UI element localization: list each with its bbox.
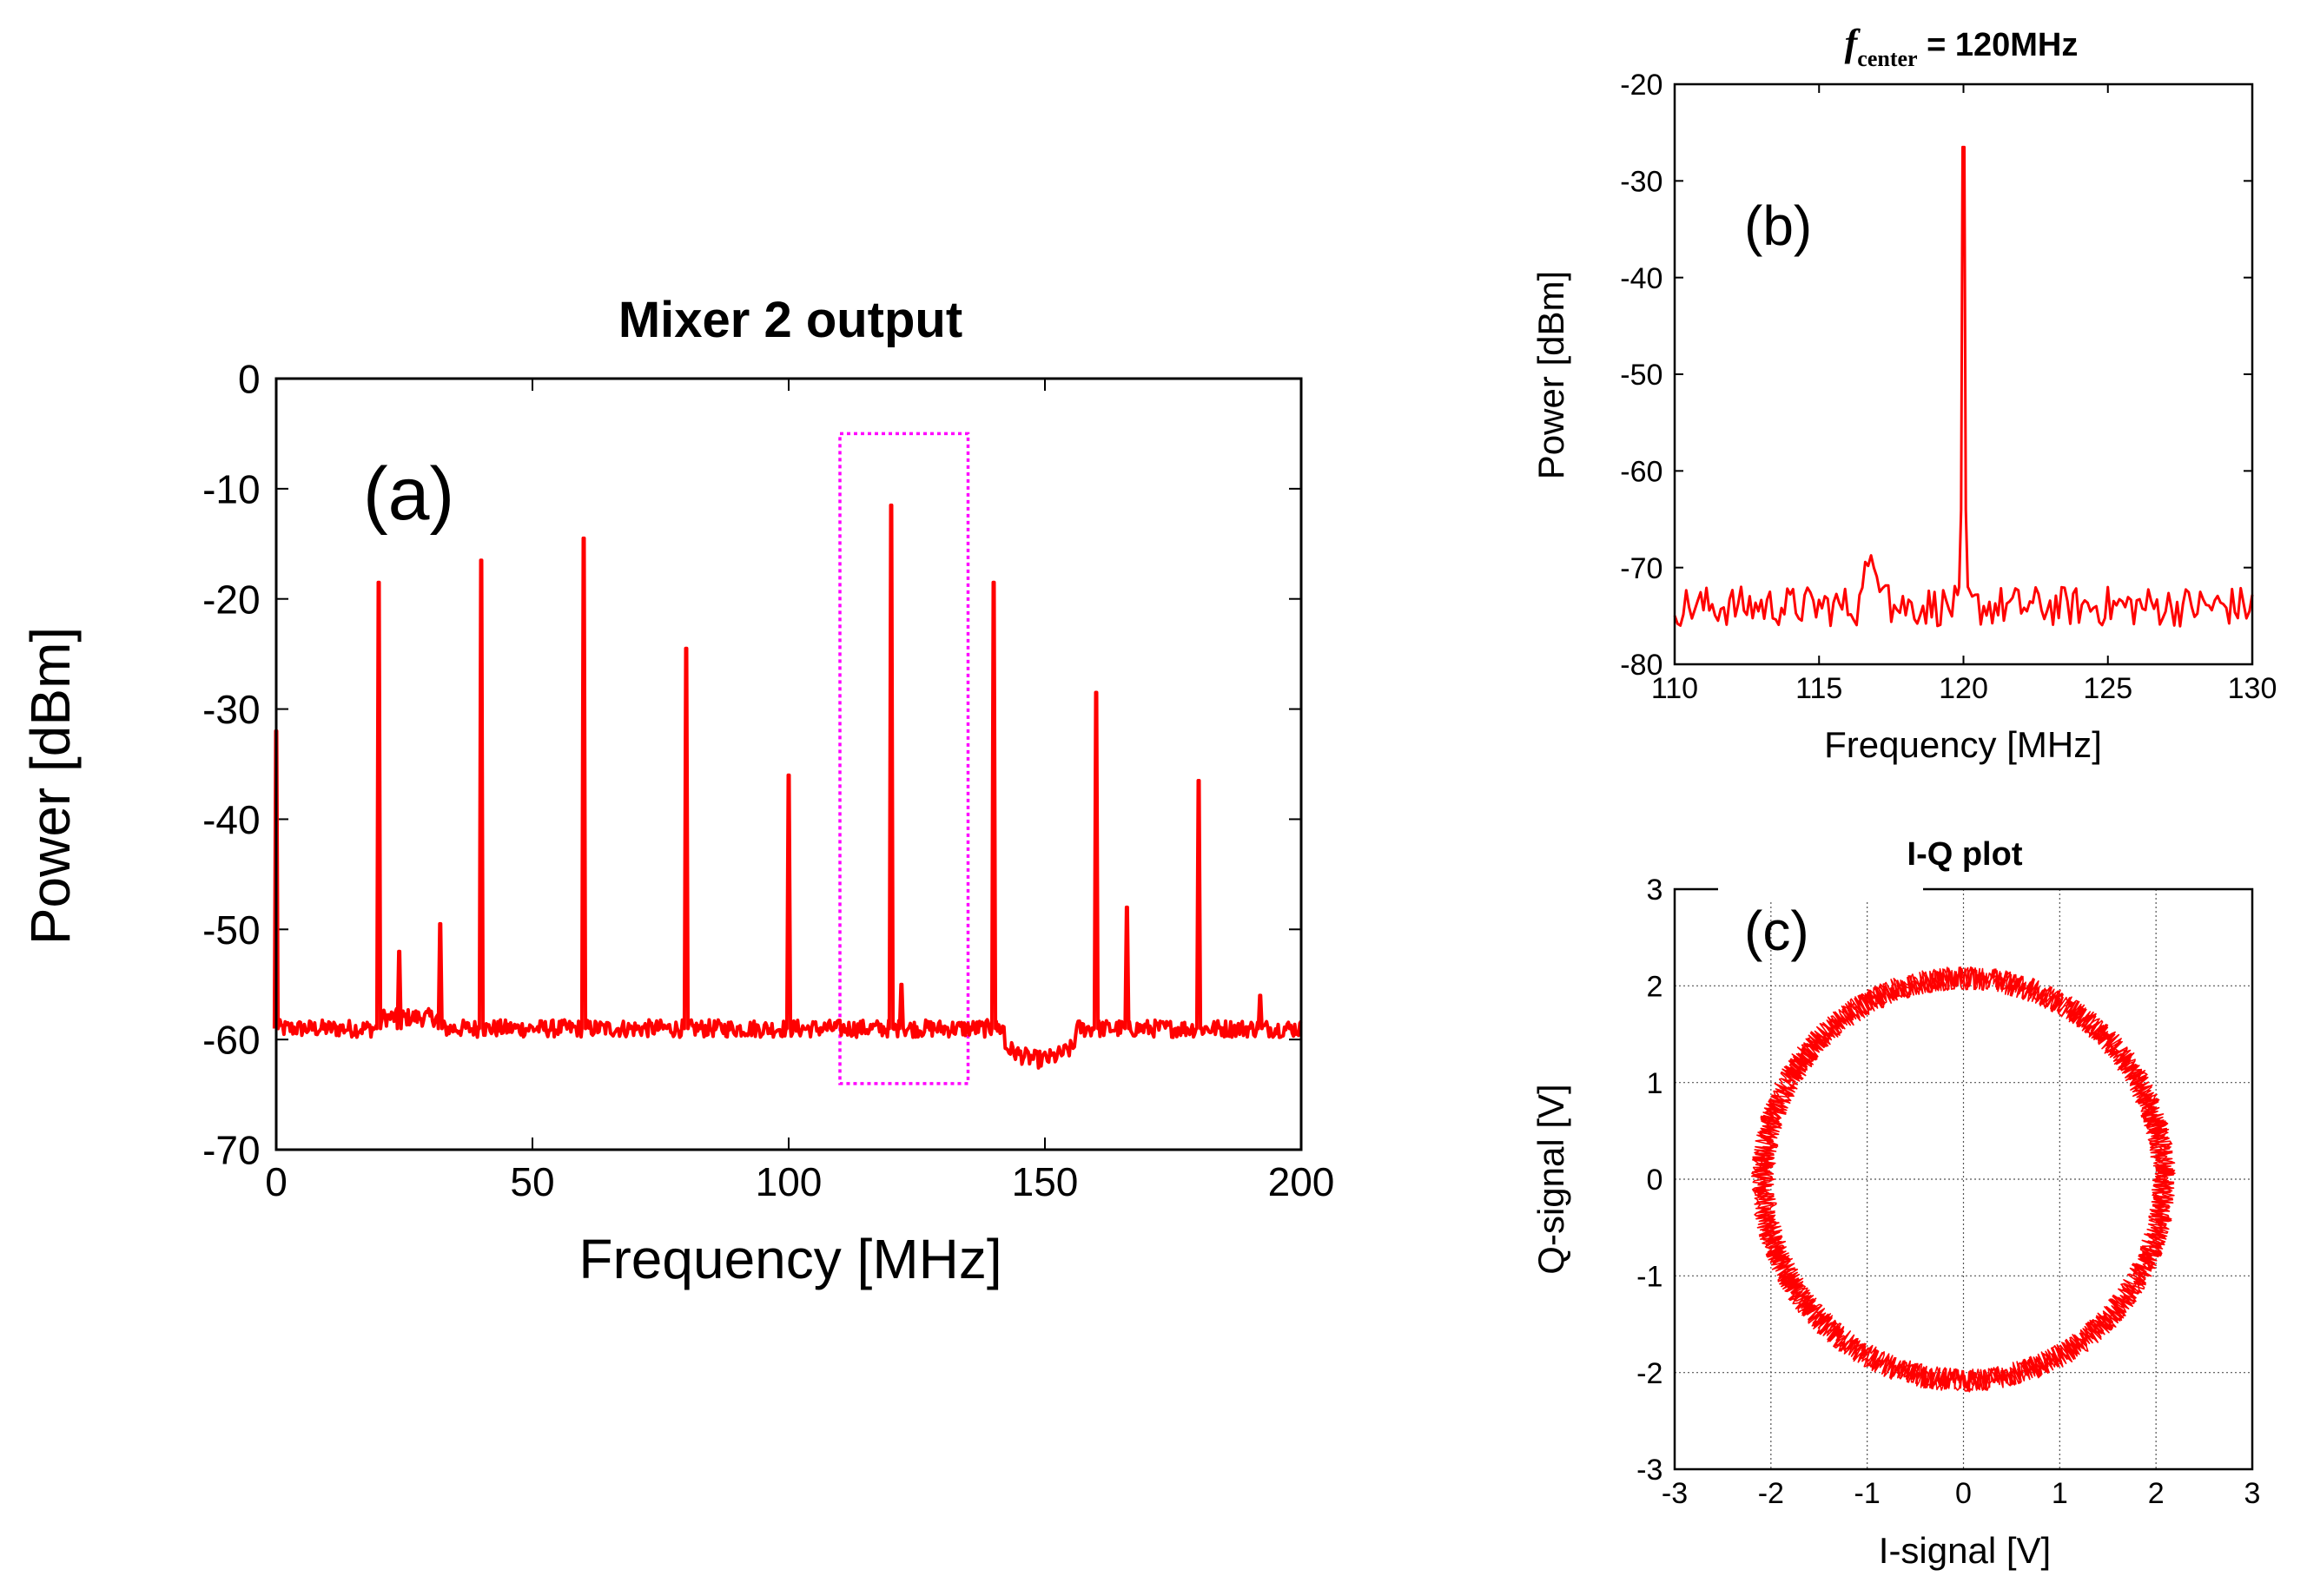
y-tick-label: -2: [1636, 1357, 1662, 1390]
panel-c-ticks: -3 -2 -1 0 1 2 3 3 2 1 0 -1 -2 -3: [1636, 874, 2260, 1510]
panel-a-label: (a): [363, 452, 454, 536]
y-tick-label: -50: [1620, 359, 1662, 392]
panel-a-ylabel: Power [dBm]: [19, 627, 82, 945]
x-tick-label: 120: [1939, 672, 1988, 705]
highlight-rect: [838, 432, 970, 1085]
x-tick-label: 110: [1651, 672, 1698, 705]
panel-a-highlight-box: [838, 432, 970, 1085]
x-tick-label: -1: [1854, 1477, 1881, 1510]
y-tick-label: -20: [1620, 69, 1662, 102]
x-tick-label: -3: [1662, 1477, 1688, 1510]
y-tick-label: -1: [1636, 1261, 1662, 1294]
x-tick-label: 3: [2244, 1477, 2261, 1510]
panel-a-xlabel: Frequency [MHz]: [578, 1228, 1001, 1290]
panel-c-xlabel: I-signal [V]: [1879, 1530, 2051, 1571]
panel-c-iq-trace: [1751, 966, 2176, 1393]
y-tick-label: -20: [202, 577, 260, 622]
panel-c-iq: I-Q plot -3 -2 -1 0 1 2 3 3 2 1 0 -1 -2 -3 (c) Q-sign…: [1530, 836, 2260, 1571]
panel-a-series-line: [272, 503, 1303, 1070]
panel-b-xlabel: Frequency [MHz]: [1824, 724, 2102, 765]
y-tick-label: -10: [202, 466, 260, 511]
panel-b-zoom: fcenter = 120MHz (b) Power [dBm] Frequen…: [1530, 22, 2277, 765]
panel-c-label: (c): [1744, 900, 1809, 962]
y-tick-label: -70: [202, 1128, 260, 1173]
x-tick-label: 0: [265, 1159, 288, 1204]
panel-b-label: (b): [1744, 195, 1812, 257]
panel-a-mixer-output: Mixer 2 output (a) Power [dBm] Frequency…: [19, 292, 1334, 1290]
x-tick-label: 50: [510, 1159, 554, 1204]
y-tick-label: 0: [1646, 1164, 1662, 1197]
panel-a-frame: [274, 377, 1303, 1151]
y-tick-label: -30: [1620, 166, 1662, 199]
y-tick-label: -70: [1620, 552, 1662, 585]
y-tick-label: -80: [1620, 649, 1662, 682]
y-tick-label: 1: [1646, 1067, 1662, 1100]
y-tick-label: -40: [1620, 262, 1662, 295]
x-tick-label: 125: [2083, 672, 2132, 705]
x-tick-label: 200: [1268, 1159, 1335, 1204]
y-tick-label: -30: [202, 687, 260, 732]
panel-b-title-value: = 120MHz: [1918, 27, 2079, 63]
panel-a-title: Mixer 2 output: [618, 292, 962, 348]
y-tick-label: -3: [1636, 1454, 1662, 1487]
panel-c-frame: [1673, 887, 2254, 1471]
y-tick-label: -60: [1620, 456, 1662, 489]
x-tick-label: 0: [1955, 1477, 1972, 1510]
x-tick-label: 115: [1795, 672, 1842, 705]
panel-b-ylabel: Power [dBm]: [1530, 271, 1571, 479]
panel-b-title-symbol: f: [1845, 22, 1861, 64]
panel-b-title-subscript: center: [1857, 46, 1917, 71]
panel-c-ylabel: Q-signal [V]: [1530, 1084, 1571, 1274]
panel-a-ticks: 0 50 100 150 200 0 -10 -20 -30 -40 -50 -60 -70: [202, 357, 1334, 1204]
x-tick-label: 2: [2148, 1477, 2165, 1510]
panel-c-title: I-Q plot: [1907, 836, 2023, 873]
y-tick-label: 2: [1646, 971, 1662, 1004]
panel-b-frame: [1673, 82, 2254, 666]
y-tick-label: -40: [202, 797, 260, 842]
x-tick-label: -2: [1758, 1477, 1784, 1510]
panel-b-series-line: [1673, 145, 2254, 628]
x-tick-label: 130: [2228, 672, 2277, 705]
y-tick-label: 3: [1646, 874, 1662, 907]
x-tick-label: 100: [756, 1159, 823, 1204]
panel-b-title: fcenter = 120MHz: [1845, 22, 2079, 71]
y-tick-label: -60: [202, 1018, 260, 1063]
x-tick-label: 150: [1012, 1159, 1079, 1204]
y-tick-label: 0: [238, 357, 261, 402]
x-tick-label: 1: [2052, 1477, 2068, 1510]
y-tick-label: -50: [202, 907, 260, 953]
panel-c-label-mask: [1718, 879, 1923, 900]
